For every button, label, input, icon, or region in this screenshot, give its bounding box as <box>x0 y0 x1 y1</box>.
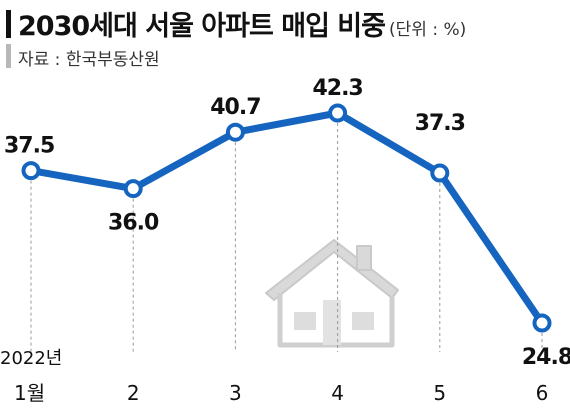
year-label: 2022년 <box>0 348 62 369</box>
data-label: 40.7 <box>210 95 260 120</box>
data-point <box>21 161 41 181</box>
data-label: 36.0 <box>108 211 159 236</box>
data-point <box>532 313 552 333</box>
markers <box>21 103 552 333</box>
title-accent-bar <box>6 10 11 38</box>
unit-label: (단위 : %) <box>389 20 467 40</box>
x-tick-label: 6 <box>536 381 549 405</box>
data-point <box>430 163 450 183</box>
x-tick-label: 1월 <box>14 381 45 405</box>
chart-header: 2030세대 서울 아파트 매입 비중 (단위 : %) 자료 : 한국부동산원 <box>0 0 570 80</box>
house-icon <box>265 239 399 348</box>
x-tick-label: 5 <box>433 381 446 405</box>
data-label: 42.3 <box>312 76 362 101</box>
value-labels: 37.5 36.0 40.7 42.3 37.3 24.8 <box>4 76 570 370</box>
x-tick-label: 3 <box>229 381 242 405</box>
x-tick-label: 2 <box>127 381 140 405</box>
chart-title-text: 2030세대 서울 아파트 매입 비중 <box>18 11 386 42</box>
series-line <box>27 109 546 327</box>
x-axis: 1월 2 3 4 5 6 <box>14 381 548 405</box>
data-point <box>123 179 143 199</box>
data-point <box>328 103 348 123</box>
source-accent-bar <box>6 44 11 68</box>
data-label: 24.8 <box>522 345 570 370</box>
source-label: 자료 : 한국부동산원 <box>18 50 160 70</box>
chart-title: 2030세대 서울 아파트 매입 비중 (단위 : %) <box>18 4 466 43</box>
data-label: 37.5 <box>4 134 54 159</box>
x-tick-label: 4 <box>331 381 344 405</box>
guide-lines <box>30 123 543 352</box>
data-point <box>225 122 245 142</box>
data-label: 37.3 <box>415 111 465 136</box>
